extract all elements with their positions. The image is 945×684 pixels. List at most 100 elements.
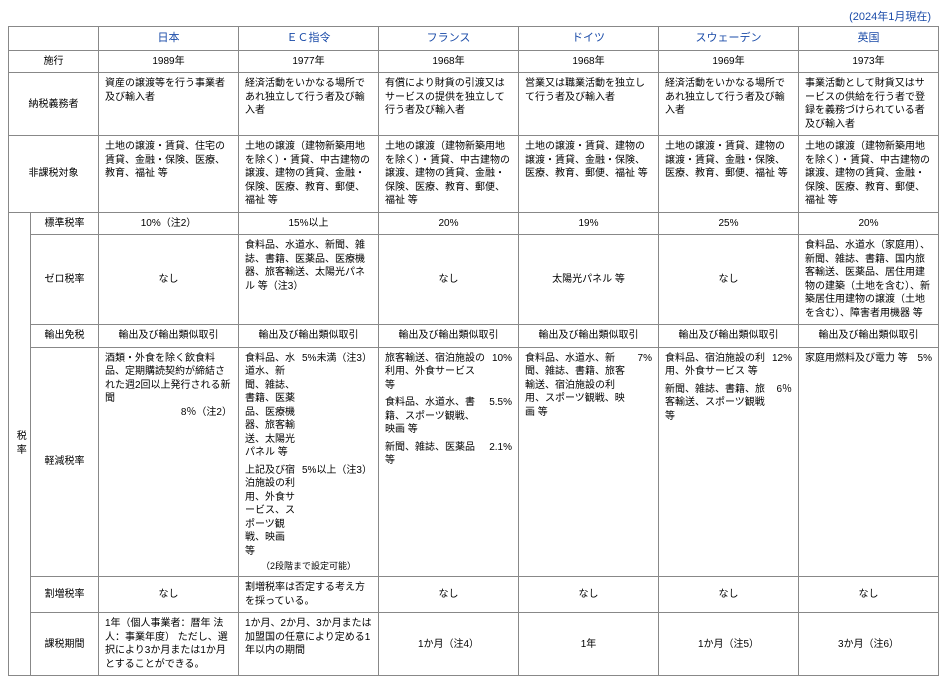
row-enforce: 施行 1989年 1977年 1968年 1968年 1969年 1973年 [9,50,939,73]
row-taxpayer: 納税義務者 資産の譲渡等を行う事業者及び輸入者 経済活動をいかなる場所であれ独立… [9,73,939,136]
label-taxpayer: 納税義務者 [9,73,99,136]
cell: 10%（注2） [99,212,239,235]
row-std: 税率 標準税率 10%（注2） 15%以上 20% 19% 25% 20% [9,212,939,235]
cell: なし [799,577,939,613]
row-surcharge: 割増税率 なし 割増税率は否定する考え方を採っている。 なし なし なし なし [9,577,939,613]
cell: 事業活動として財貨又はサービスの供給を行う者で登録を義務づけられている者及び輸入… [799,73,939,136]
cell: なし [379,235,519,325]
cell: なし [99,577,239,613]
text: 食料品、宿泊施設の利用、外食サービス 等 [665,352,766,379]
cell-reduced-uk: 家庭用燃料及び電力 等 5% [799,347,939,577]
col-sweden: スウェーデン [659,27,799,51]
cell: 土地の譲渡（建物新築用地を除く）・賃貸、中古建物の譲渡、建物の賃貸、金融・保険、… [799,136,939,213]
col-ec: ＥＣ指令 [239,27,379,51]
cell: 輸出及び輸出類似取引 [659,325,799,348]
label-enforce: 施行 [9,50,99,73]
label-nontax: 非課税対象 [9,136,99,213]
cell: 1か月（注5） [659,613,799,676]
cell: なし [519,577,659,613]
col-uk: 英国 [799,27,939,51]
tax-comparison-table: 日本 ＥＣ指令 フランス ドイツ スウェーデン 英国 施行 1989年 1977… [8,26,939,676]
cell: 15%以上 [239,212,379,235]
rate: 12% [766,352,792,379]
col-france: フランス [379,27,519,51]
label-reduced: 軽減税率 [31,347,99,577]
text: 食料品、水道水、新聞、雑誌、書籍、医薬品、医療機器、旅客輸送、太陽光パネル 等 [245,352,296,460]
cell: 輸出及び輸出類似取引 [239,325,379,348]
cell: 1989年 [99,50,239,73]
cell: 1968年 [379,50,519,73]
rate: 5%以上（注3） [296,464,372,559]
col-japan: 日本 [99,27,239,51]
label-export: 輸出免税 [31,325,99,348]
cell: 土地の譲渡・賃貸、住宅の賃貸、金融・保険、医療、教育、福祉 等 [99,136,239,213]
cell-reduced-ec: 食料品、水道水、新聞、雑誌、書籍、医薬品、医療機器、旅客輸送、太陽光パネル 等5… [239,347,379,577]
cell: 土地の譲渡（建物新築用地を除く）・賃貸、中古建物の譲渡、建物の賃貸、金融・保険、… [239,136,379,213]
label-surcharge: 割増税率 [31,577,99,613]
cell: 食料品、水道水、新聞、雑誌、書籍、医薬品、医療機器、旅客輸送、太陽光パネル 等（… [239,235,379,325]
as-of-label: (2024年1月現在) [8,8,937,24]
cell-reduced-se: 食料品、宿泊施設の利用、外食サービス 等12% 新聞、雑誌、書籍、旅客輸送、スポ… [659,347,799,577]
rate: 8％（注2） [105,406,232,420]
cell: 1968年 [519,50,659,73]
row-reduced: 軽減税率 酒類・外食を除く飲食料品、定期購読契約が締結された週2回以上発行される… [9,347,939,577]
cell: 土地の譲渡・賃貸、建物の譲渡・賃貸、金融・保険、医療、教育、郵便、福祉 等 [659,136,799,213]
cell: 輸出及び輸出類似取引 [99,325,239,348]
cell: 輸出及び輸出類似取引 [519,325,659,348]
cell: 輸出及び輸出類似取引 [799,325,939,348]
cell: 1977年 [239,50,379,73]
cell: なし [99,235,239,325]
row-export: 輸出免税 輸出及び輸出類似取引 輸出及び輸出類似取引 輸出及び輸出類似取引 輸出… [9,325,939,348]
cell: 輸出及び輸出類似取引 [379,325,519,348]
row-period: 課税期間 1年（個人事業者：暦年 法人：事業年度） ただし、選択により3か月また… [9,613,939,676]
cell: 有償により財貨の引渡又はサービスの提供を独立して行う者及び輸入者 [379,73,519,136]
cell: 1か月、2か月、3か月または加盟国の任意により定める1年以内の期間 [239,613,379,676]
cell: なし [379,577,519,613]
cell: 1年 [519,613,659,676]
cell: 割増税率は否定する考え方を採っている。 [239,577,379,613]
table-header-row: 日本 ＥＣ指令 フランス ドイツ スウェーデン 英国 [9,27,939,51]
rate: 2.1% [483,441,512,468]
cell-reduced-de: 食料品、水道水、新聞、雑誌、書籍、旅客輸送、宿泊施設の利用、スポーツ観戦、映画 … [519,347,659,577]
cell: 1969年 [659,50,799,73]
vlabel-taxrate: 税率 [9,212,31,676]
cell: 営業又は職業活動を独立して行う者及び輸入者 [519,73,659,136]
text: 上記及び宿泊施設の利用、外食サービス、スポーツ観戦、映画 等 [245,464,296,559]
text: 食料品、水道水、書籍、スポーツ観戦、映画 等 [385,396,483,437]
cell: 20% [379,212,519,235]
label-zero: ゼロ税率 [31,235,99,325]
cell: 土地の譲渡・賃貸、建物の譲渡・賃貸、金融・保険、医療、教育、郵便、福祉 等 [519,136,659,213]
rate: 5% [912,352,932,366]
text: 家庭用燃料及び電力 等 [805,352,908,366]
cell: なし [659,577,799,613]
text: 旅客輸送、宿泊施設の利用、外食サービス 等 [385,352,486,393]
cell: 食料品、水道水（家庭用）、新聞、雑誌、書籍、国内旅客輸送、医薬品、居住用建物の建… [799,235,939,325]
col-germany: ドイツ [519,27,659,51]
rate: 6％ [770,383,792,424]
cell: 1か月（注4） [379,613,519,676]
rate: 10% [486,352,512,393]
label-std: 標準税率 [31,212,99,235]
footnote: （2段階まで設定可能） [245,560,372,572]
text: 食料品、水道水、新聞、雑誌、書籍、旅客輸送、宿泊施設の利用、スポーツ観戦、映画 … [525,352,632,420]
cell: 19% [519,212,659,235]
text: 新聞、雑誌、医薬品 等 [385,441,483,468]
rate: 5.5% [483,396,512,437]
cell: 土地の譲渡（建物新築用地を除く）・賃貸、中古建物の譲渡、建物の賃貸、金融・保険、… [379,136,519,213]
text: 新聞、雑誌、書籍、旅客輸送、スポーツ観戦 等 [665,383,770,424]
cell: 20% [799,212,939,235]
row-nontax: 非課税対象 土地の譲渡・賃貸、住宅の賃貸、金融・保険、医療、教育、福祉 等 土地… [9,136,939,213]
cell: 太陽光パネル 等 [519,235,659,325]
cell: 経済活動をいかなる場所であれ独立して行う者及び輸入者 [239,73,379,136]
label-period: 課税期間 [31,613,99,676]
cell: なし [659,235,799,325]
cell-reduced-jp: 酒類・外食を除く飲食料品、定期購読契約が締結された週2回以上発行される新聞 8％… [99,347,239,577]
cell: 1年（個人事業者：暦年 法人：事業年度） ただし、選択により3か月または1か月と… [99,613,239,676]
cell: 25% [659,212,799,235]
cell: 3か月（注6） [799,613,939,676]
row-zero: ゼロ税率 なし 食料品、水道水、新聞、雑誌、書籍、医薬品、医療機器、旅客輸送、太… [9,235,939,325]
text: 酒類・外食を除く飲食料品、定期購読契約が締結された週2回以上発行される新聞 [105,352,232,406]
cell: 資産の譲渡等を行う事業者及び輸入者 [99,73,239,136]
header-blank [9,27,99,51]
cell-reduced-fr: 旅客輸送、宿泊施設の利用、外食サービス 等10% 食料品、水道水、書籍、スポーツ… [379,347,519,577]
